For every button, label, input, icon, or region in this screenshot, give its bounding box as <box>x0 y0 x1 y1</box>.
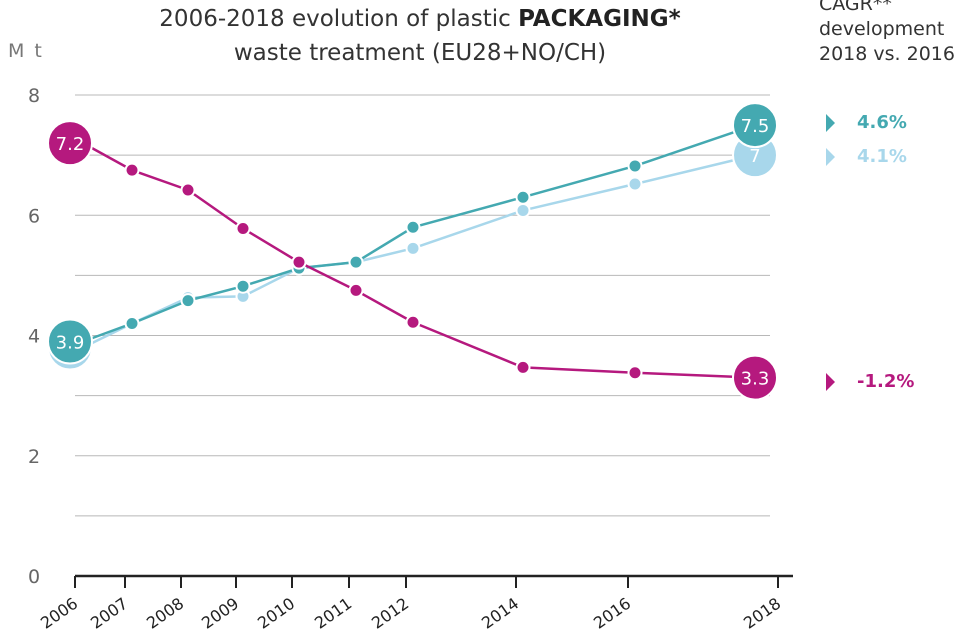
x-tick-label: 2011 <box>311 594 355 633</box>
data-point <box>180 293 196 309</box>
x-tick-label: 2016 <box>590 594 634 633</box>
x-tick-label: 2006 <box>37 594 81 633</box>
y-tick-label: 2 <box>28 446 40 468</box>
data-point <box>180 182 196 198</box>
x-tick-label: 2014 <box>478 594 522 633</box>
data-point <box>124 162 140 178</box>
y-tick-label: 0 <box>28 566 40 588</box>
gridlines <box>75 94 770 517</box>
value-bubble-label: 7 <box>749 146 760 167</box>
data-point <box>627 158 643 174</box>
data-point <box>515 202 531 218</box>
cagr-teal-triangle-icon <box>826 113 835 132</box>
cagr-header-line-2: development <box>819 18 945 40</box>
x-tick-label: 2008 <box>143 594 187 633</box>
series-line <box>82 123 756 343</box>
cagr-magenta-triangle-icon <box>826 372 835 391</box>
series-lines <box>82 123 756 381</box>
cagr-teal-value: 4.6% <box>857 112 907 133</box>
cagr-lightblue-value: 4.1% <box>857 146 907 167</box>
value-bubble <box>732 354 778 401</box>
cagr-teal: 4.6% <box>826 112 907 133</box>
x-tick-label: 2009 <box>198 594 242 633</box>
value-bubble-label: 7.5 <box>741 116 770 137</box>
cagr-magenta: -1.2% <box>826 371 914 392</box>
cagr-header-line-1: CAGR** <box>819 0 892 15</box>
x-tick-label: 2007 <box>87 594 131 633</box>
x-tick-label: 2012 <box>368 594 412 633</box>
value-bubble <box>47 318 93 365</box>
data-point <box>348 254 364 270</box>
value-bubble-label: 7.2 <box>56 134 85 155</box>
value-bubble-label: 3.9 <box>56 333 85 354</box>
value-bubble-label: 3.3 <box>741 369 770 390</box>
data-point <box>627 176 643 192</box>
data-point <box>515 359 531 375</box>
data-point <box>515 189 531 205</box>
cagr-lightblue: 4.1% <box>826 146 907 167</box>
data-point <box>235 278 251 294</box>
title-prefix: 2006-2018 evolution of plastic <box>159 6 511 32</box>
chart-title-line-1: 2006-2018 evolution of plastic PACKAGING… <box>100 6 740 32</box>
title-emphasis: PACKAGING* <box>518 6 681 32</box>
data-point <box>291 254 307 270</box>
axes: 0 2 4 6 8 2006 2007 2008 2009 2010 2011 2012 2014 201… <box>28 85 793 633</box>
x-tick-label: 2010 <box>254 594 298 633</box>
cagr-lightblue-triangle-icon <box>826 147 835 166</box>
y-tick-label: 6 <box>28 205 40 227</box>
data-point <box>124 315 140 331</box>
cagr-header-line-3: 2018 vs. 2016 <box>819 43 955 65</box>
cagr-magenta-value: -1.2% <box>857 371 915 392</box>
data-point <box>405 314 421 330</box>
y-tick-label: 4 <box>28 326 40 348</box>
x-tick-label: 2018 <box>740 594 784 633</box>
value-bubble <box>732 102 778 149</box>
y-tick-label: 8 <box>28 85 40 107</box>
data-point <box>627 365 643 381</box>
value-bubble <box>47 120 93 167</box>
cagr-header: CAGR** development 2018 vs. 2016 <box>819 0 955 67</box>
series-line <box>82 142 756 379</box>
y-axis-unit: M t <box>8 40 44 62</box>
chart-title-line-2: waste treatment (EU28+NO/CH) <box>233 40 607 66</box>
data-point <box>405 219 421 235</box>
end-labels: 3.873.97.57.23.3 <box>47 102 778 401</box>
data-point <box>235 220 251 236</box>
data-point <box>348 282 364 298</box>
data-point <box>405 240 421 256</box>
